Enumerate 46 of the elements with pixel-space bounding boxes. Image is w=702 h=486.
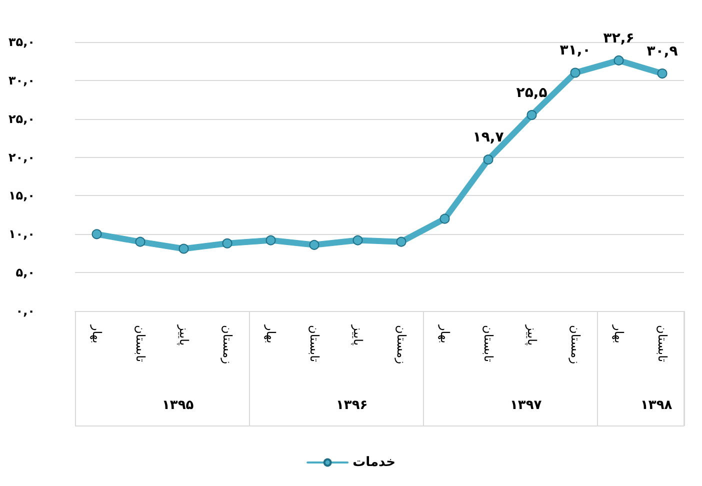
- point: [396, 236, 406, 247]
- point: [657, 68, 668, 79]
- x-tick-label: زمستان: [220, 325, 234, 364]
- x-tick-label: تابستان: [481, 325, 496, 362]
- legend-label: خدمات: [352, 455, 396, 470]
- x-tick-label: بهار: [438, 324, 452, 344]
- text: ۱۳۹۵: [162, 398, 194, 413]
- y-tick-label: ۲۵,۰: [8, 112, 35, 126]
- x-tick-label: زمستان: [394, 325, 408, 364]
- point: [222, 238, 232, 248]
- y-tick-label: ۱۰,۰: [8, 227, 35, 242]
- data-label: ۳۰,۹: [646, 44, 678, 60]
- x-tick-label: بهار: [264, 324, 278, 344]
- point: [309, 240, 320, 250]
- point: [266, 235, 276, 246]
- x-tick-label: تابستان: [307, 325, 322, 362]
- point: [92, 229, 102, 240]
- x-tick-label: تابستان: [655, 325, 670, 362]
- point: [614, 55, 624, 66]
- point: [440, 214, 450, 224]
- point: [570, 68, 580, 78]
- y-tick-label: ۵,۰: [16, 266, 35, 280]
- x-tick-label: پاییز: [524, 324, 539, 346]
- data-label: ۱۹,۷: [472, 130, 504, 146]
- text: ۱۳۹۸: [640, 398, 672, 413]
- x-tick-label: تابستان: [133, 325, 148, 362]
- y-tick-label: ۲۰,۰: [8, 150, 35, 164]
- text: ۱۳۹۶: [336, 398, 368, 413]
- x-tick-label: پاییز: [350, 324, 365, 346]
- y-tick-label: ۳۰,۰: [8, 73, 35, 88]
- data-label: ۲۵,۵: [516, 85, 548, 102]
- point: [352, 235, 363, 246]
- data-label: ۳۲,۶: [603, 30, 634, 46]
- y-tick-label: ۰,۰: [16, 304, 35, 318]
- point: [526, 110, 537, 120]
- y-tick-label: ۳۵,۰: [8, 35, 35, 49]
- point: [178, 244, 189, 254]
- x-tick-label: بهار: [90, 324, 104, 344]
- x-tick-label: بهار: [612, 324, 626, 344]
- x-tick-label: زمستان: [568, 325, 582, 364]
- data-label: ۳۱,۰: [560, 42, 591, 59]
- y-tick-label: ۱۵,۰: [8, 188, 35, 203]
- text: ۱۳۹۷: [510, 398, 542, 413]
- point: [483, 154, 494, 165]
- x-tick-label: پاییز: [176, 324, 191, 346]
- point: [135, 236, 146, 247]
